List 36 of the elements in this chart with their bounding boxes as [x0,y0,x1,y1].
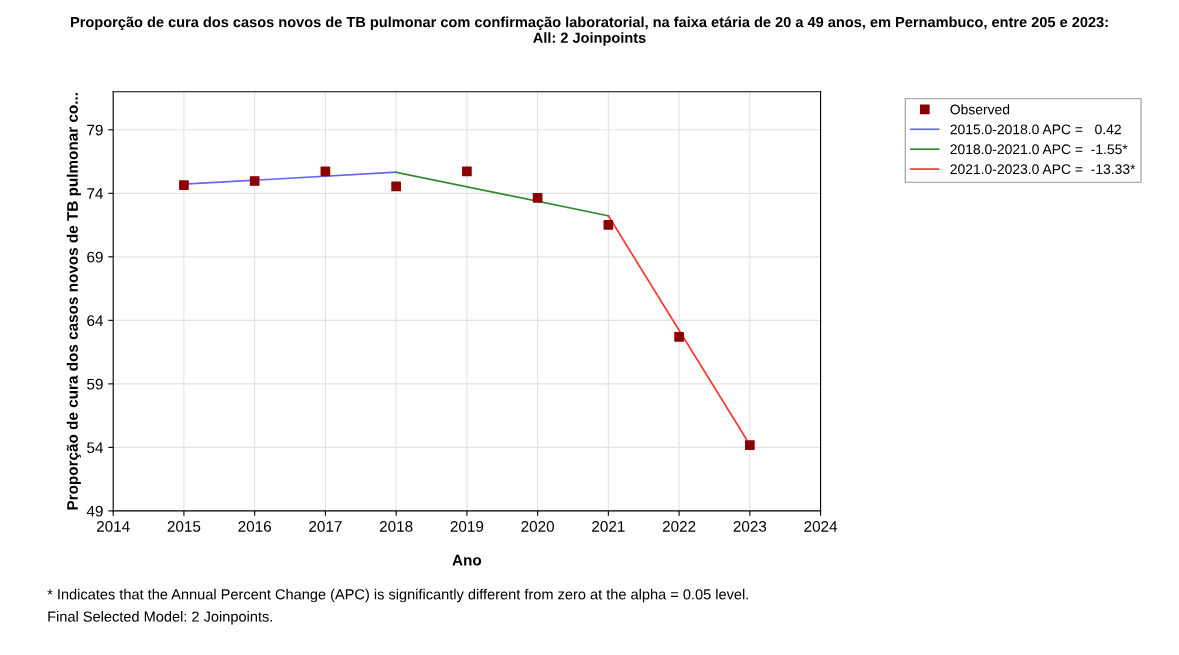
x-tick-label: 2021 [592,521,625,532]
point [462,166,472,177]
y-tick-label: 74 [87,188,104,199]
legend-label: 2018.0-2021.0 APC = -1.55* [950,144,1128,155]
x-tick-label: 2016 [238,521,271,532]
chart-title: Proporção de cura dos casos novos de TB pulmonar com confirmação laboratorial, na faixa etária de 20 a 49 anos, em Pernambuco, entre 205 e 2023: All: 2 Joinpoints [70,16,1108,46]
text: * Indicates that the Annual Percent Change (APC) is significantly different from zero at the alpha = 0.05 level. [47,588,748,603]
y-tick-label: 64 [87,315,104,327]
point [603,220,614,230]
point [320,166,331,177]
y-tick-label: 79 [87,124,103,136]
point [532,193,543,203]
y-tick-label: 49 [86,505,103,517]
x-axis-title: Ano [452,554,482,566]
x-tick-label: 2015 [167,521,201,532]
point [391,181,402,192]
x-tick-label: 2023 [733,521,767,532]
y-tick-label: 59 [87,378,103,390]
x-tick-label: 2020 [521,521,555,532]
point [744,440,755,450]
y-tick-label: 54 [87,442,104,454]
point [674,332,684,342]
point [179,180,189,190]
point [249,176,260,186]
x-tick-label: 2022 [662,521,696,532]
legend-label: Observed [950,104,1010,115]
x-tick-label: 2019 [450,521,484,532]
x-tick-label: 2024 [804,521,838,532]
x-tick-label: 2014 [96,521,130,532]
y-tick-label: 69 [87,251,103,263]
x-tick-label: 2017 [309,521,342,532]
legend-label: 2015.0-2018.0 APC = 0.42 [950,124,1121,135]
y-axis-title: Proporção de cura dos casos novos de TB pulmonar co... [66,93,81,510]
legend-label: 2021.0-2023.0 APC = -13.33* [950,164,1136,175]
text: Final Selected Model: 2 Joinpoints. [48,611,272,625]
x-tick-label: 2018 [379,521,413,532]
